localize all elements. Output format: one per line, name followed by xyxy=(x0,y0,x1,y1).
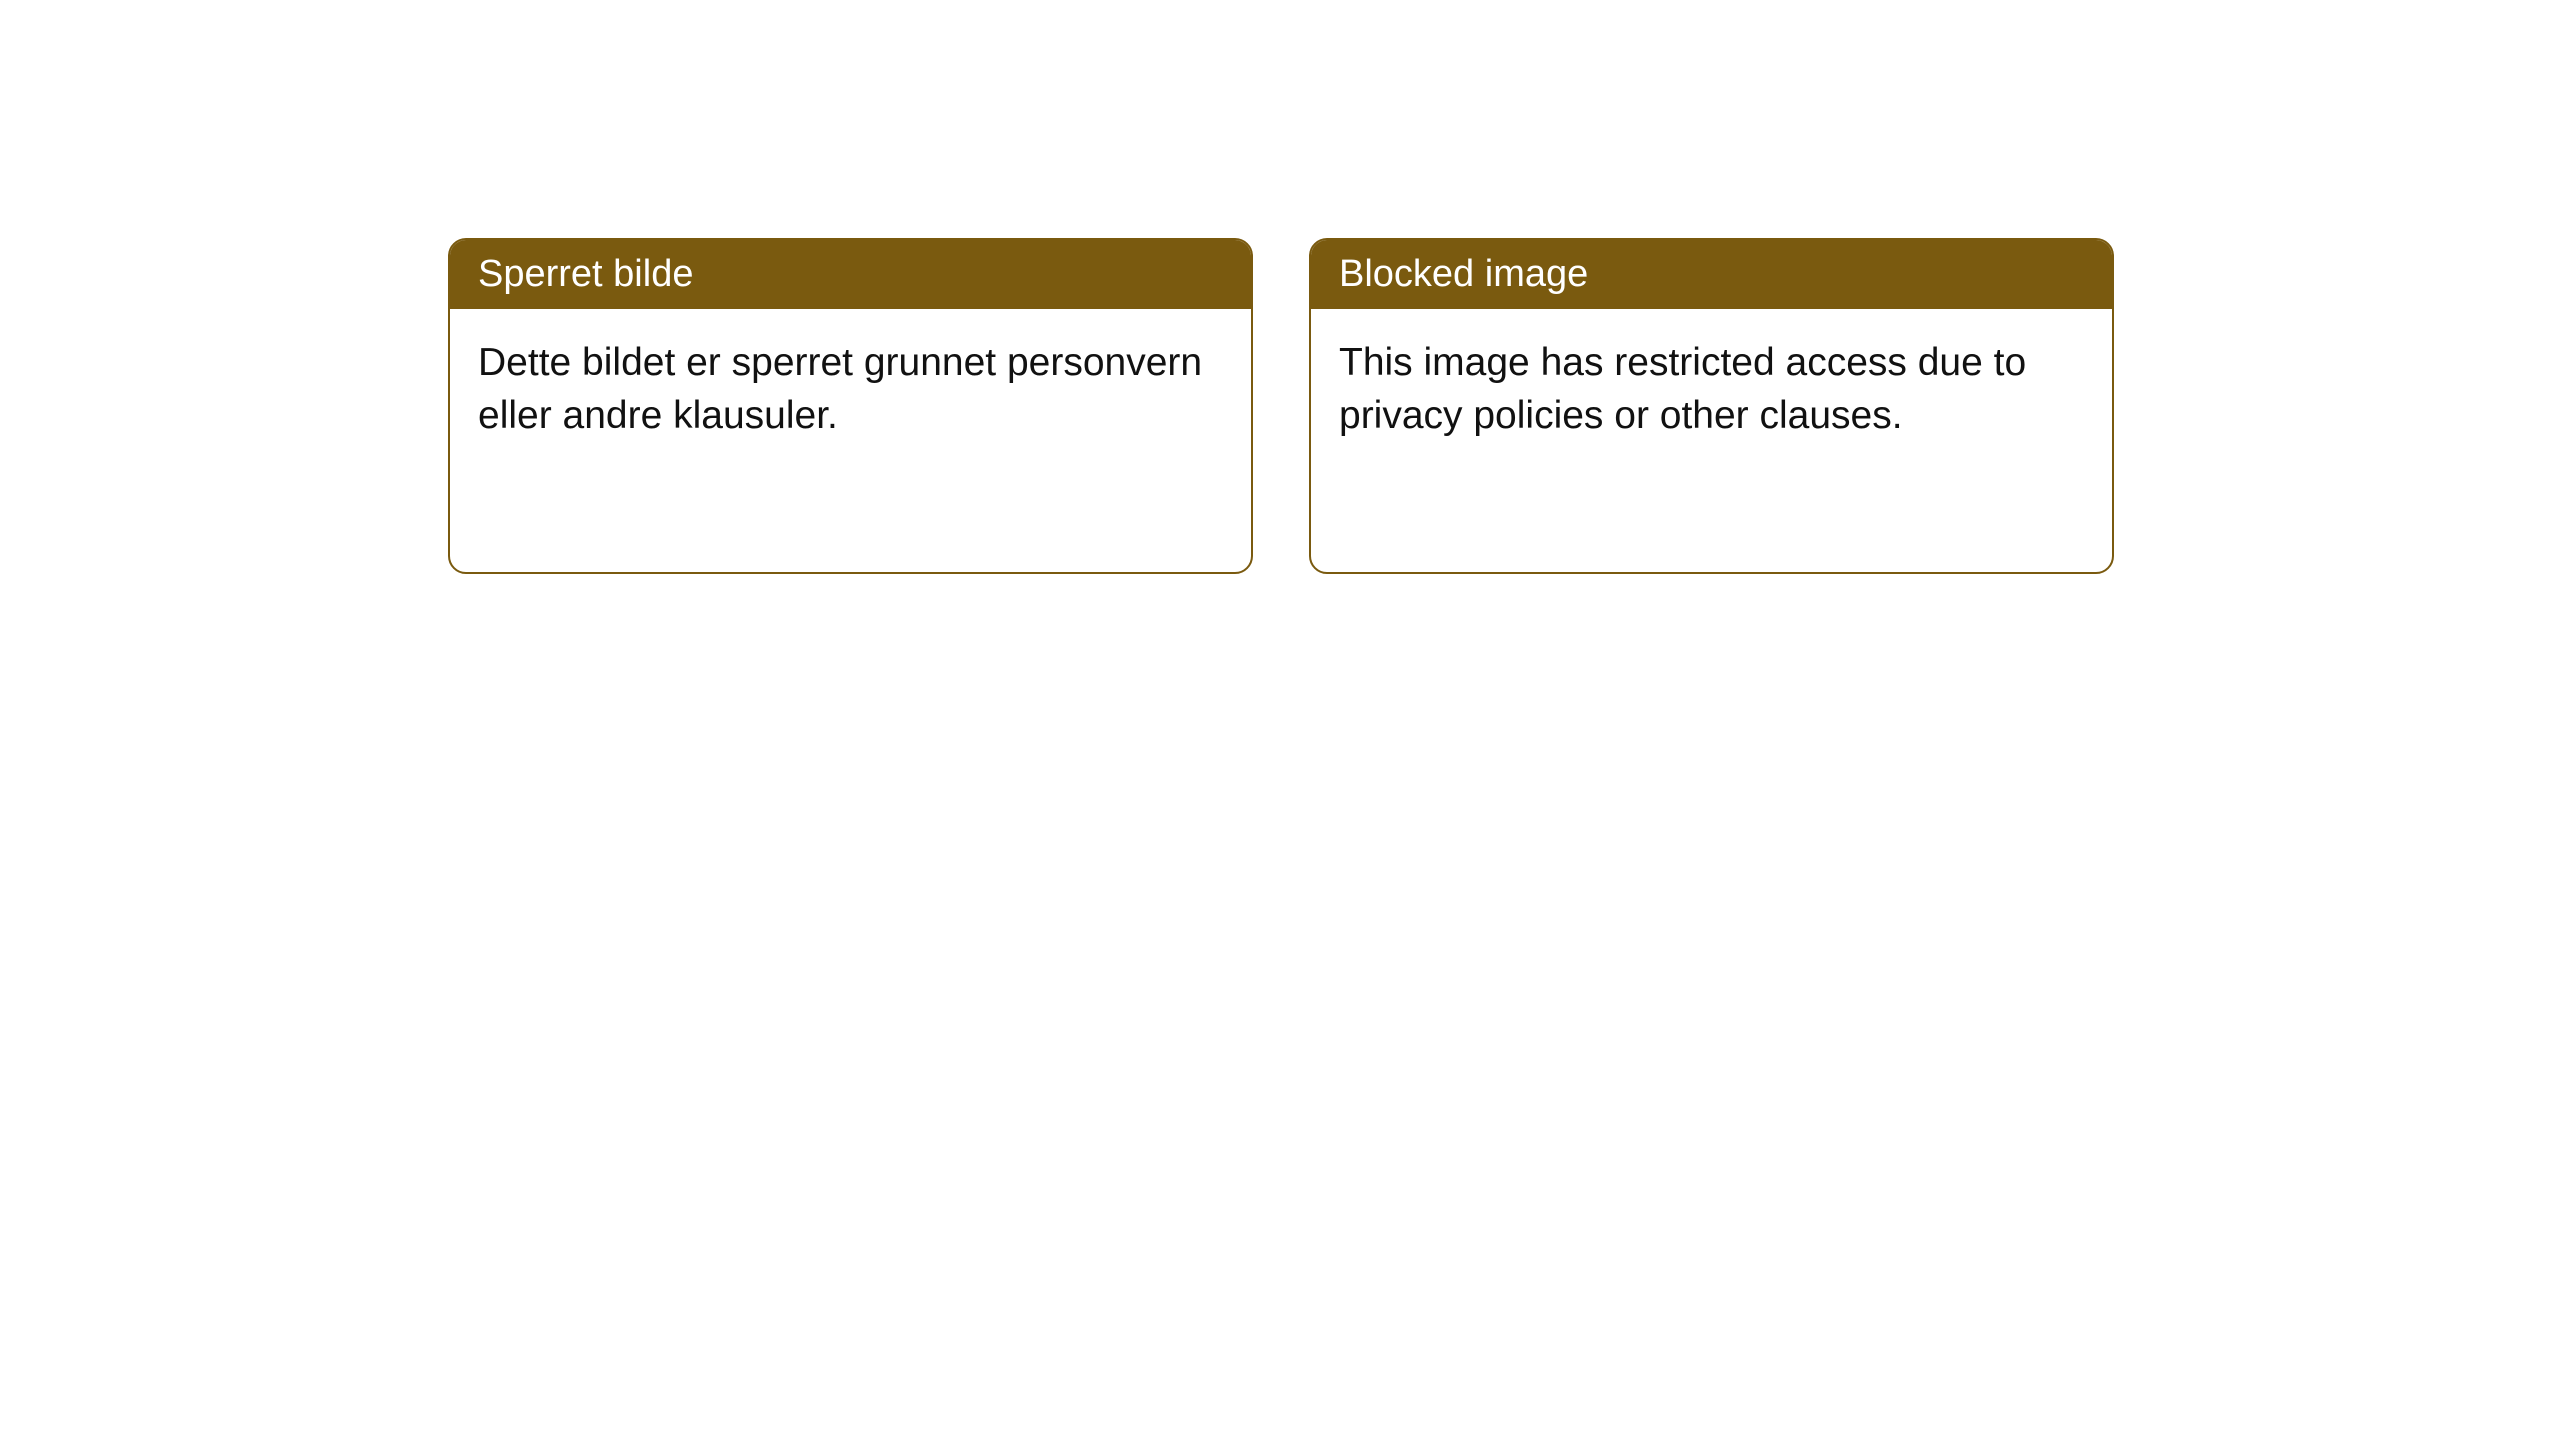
notice-body-norwegian: Dette bildet er sperret grunnet personve… xyxy=(450,309,1251,470)
notice-container: Sperret bilde Dette bildet er sperret gr… xyxy=(0,0,2560,574)
notice-title-norwegian: Sperret bilde xyxy=(450,240,1251,309)
notice-title-english: Blocked image xyxy=(1311,240,2112,309)
notice-card-english: Blocked image This image has restricted … xyxy=(1309,238,2114,574)
notice-card-norwegian: Sperret bilde Dette bildet er sperret gr… xyxy=(448,238,1253,574)
notice-body-english: This image has restricted access due to … xyxy=(1311,309,2112,470)
